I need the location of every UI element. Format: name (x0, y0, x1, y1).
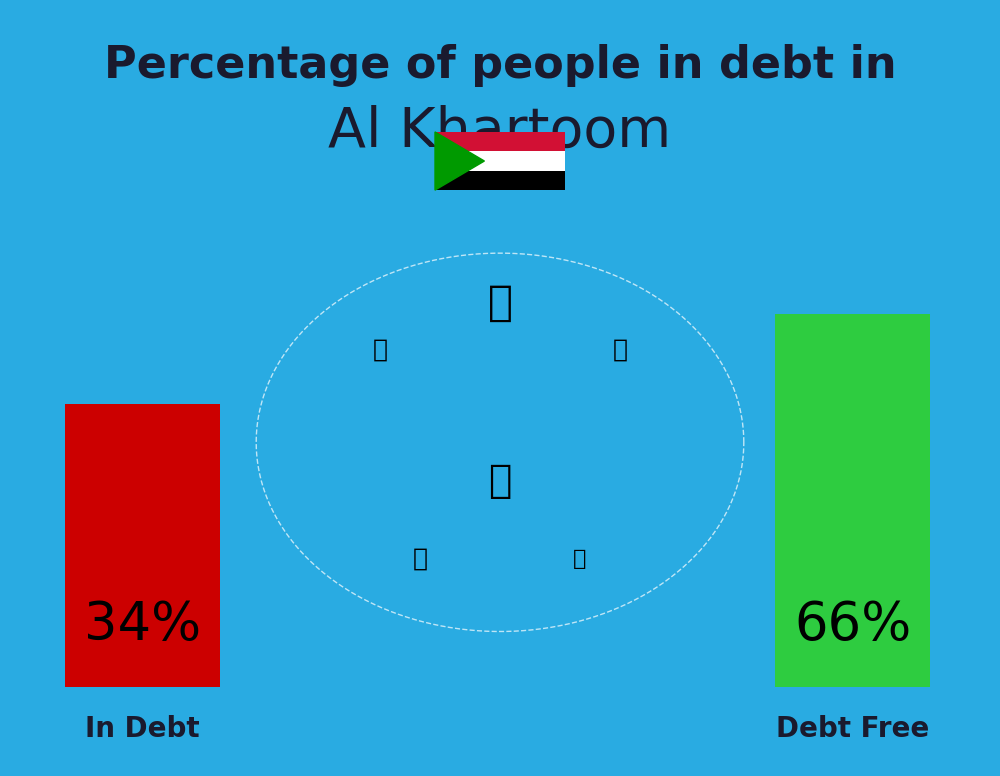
Text: 34%: 34% (84, 598, 201, 651)
Text: 🏠: 🏠 (488, 282, 512, 324)
Text: Debt Free: Debt Free (776, 715, 929, 743)
Text: Al Khartoom: Al Khartoom (328, 105, 672, 159)
Text: 💰: 💰 (372, 338, 388, 361)
Text: 📱: 📱 (573, 549, 587, 569)
Text: 🚗: 🚗 (413, 547, 428, 570)
Text: 🏦: 🏦 (488, 462, 512, 500)
Text: In Debt: In Debt (85, 715, 200, 743)
FancyBboxPatch shape (435, 132, 565, 151)
FancyBboxPatch shape (435, 151, 565, 171)
Text: 🎓: 🎓 (612, 338, 628, 361)
Polygon shape (435, 132, 484, 190)
FancyBboxPatch shape (775, 314, 930, 687)
FancyBboxPatch shape (435, 171, 565, 190)
Text: 66%: 66% (794, 598, 911, 651)
Text: Percentage of people in debt in: Percentage of people in debt in (104, 44, 896, 88)
FancyBboxPatch shape (65, 404, 220, 687)
Circle shape (235, 237, 765, 648)
